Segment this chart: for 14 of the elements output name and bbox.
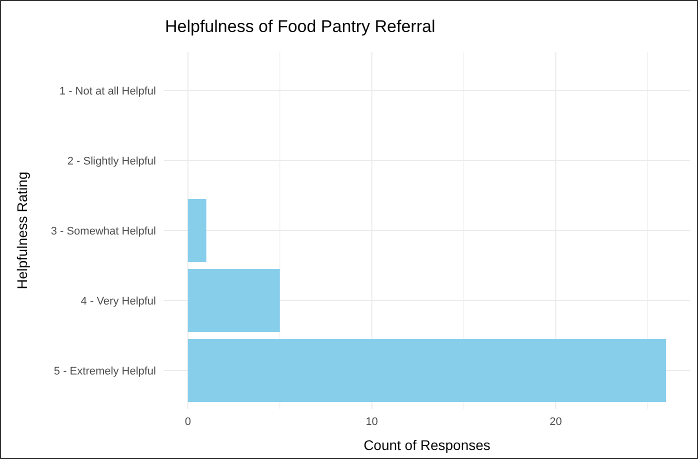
bar (188, 269, 280, 332)
y-tick-label: 2 - Slightly Helpful (67, 156, 156, 168)
chart-title: Helpfulness of Food Pantry Referral (165, 17, 436, 36)
x-tick-label: 20 (550, 416, 562, 428)
x-axis-title: Count of Responses (364, 437, 490, 453)
bar (188, 339, 666, 402)
y-tick-label: 3 - Somewhat Helpful (50, 226, 156, 238)
y-axis-title: Helpfulness Rating (14, 172, 30, 290)
bar (188, 199, 206, 262)
y-tick-label: 1 - Not at all Helpful (59, 86, 156, 98)
x-tick-label: 0 (184, 416, 191, 428)
x-tick-label: 10 (366, 416, 378, 428)
y-tick-label: 4 - Very Helpful (80, 296, 156, 308)
y-tick-label: 5 - Extremely Helpful (54, 366, 156, 378)
